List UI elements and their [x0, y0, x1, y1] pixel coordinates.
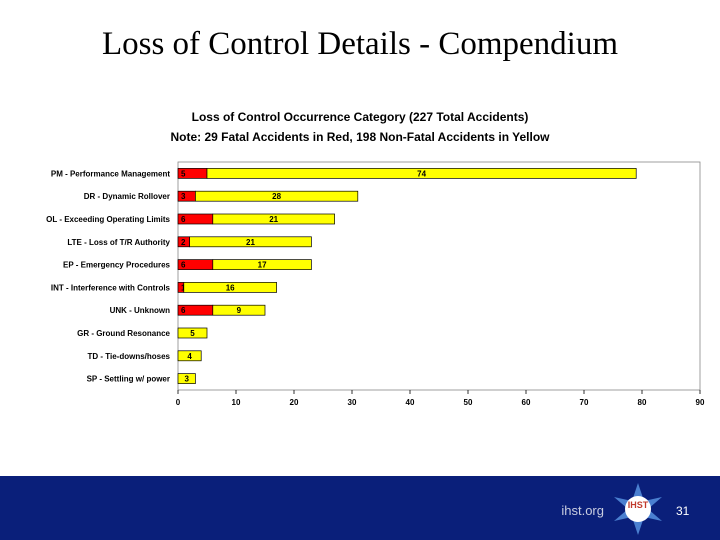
x-tick-label: 0: [176, 398, 181, 407]
x-tick-label: 50: [464, 398, 473, 407]
nonfatal-bar: [212, 304, 266, 316]
site-link[interactable]: ihst.org: [561, 503, 604, 518]
fatal-value-label: 6: [181, 261, 186, 270]
x-tick-label: 60: [522, 398, 531, 407]
nonfatal-bar: [177, 327, 208, 339]
nonfatal-value-label: 17: [258, 261, 267, 270]
category-label: PM - Performance Management: [51, 169, 170, 178]
nonfatal-value-label: 4: [187, 352, 192, 361]
fatal-value-label: 3: [181, 192, 186, 201]
fatal-value-label: 6: [181, 306, 186, 315]
footer-bar: ihst.org IHST 31: [0, 476, 720, 540]
category-label: SP - Settling w/ power: [87, 375, 170, 384]
nonfatal-bar: [206, 168, 637, 179]
chart: Loss of Control Occurrence Category (227…: [0, 100, 720, 420]
ihst-logo-icon: IHST: [614, 483, 662, 535]
category-label: INT - Interference with Controls: [51, 283, 171, 292]
nonfatal-bar: [183, 282, 277, 293]
nonfatal-value-label: 3: [184, 375, 189, 384]
category-label: LTE - Loss of T/R Authority: [67, 238, 170, 247]
nonfatal-bar: [177, 373, 196, 384]
nonfatal-value-label: 28: [272, 192, 281, 201]
chart-plot: 0 10 20 30 40 50 60 70 80 90 PM - Performance Mana…: [46, 161, 705, 407]
plot-frame: [177, 161, 701, 391]
x-tick-label: 20: [290, 398, 299, 407]
fatal-value-label: 5: [181, 169, 186, 178]
category-label: OL - Exceeding Operating Limits: [46, 215, 170, 224]
x-tick-label: 80: [638, 398, 647, 407]
fatal-value-label: 6: [181, 215, 186, 224]
nonfatal-value-label: 21: [246, 238, 255, 247]
chart-subtitle: Note: 29 Fatal Accidents in Red, 198 Non…: [170, 130, 550, 144]
category-label: DR - Dynamic Rollover: [84, 192, 170, 201]
fatal-value-label: 2: [181, 238, 186, 247]
x-tick-label: 40: [406, 398, 415, 407]
slide-title: Loss of Control Details - Compendium: [101, 26, 619, 62]
nonfatal-bar: [177, 350, 202, 362]
category-label: EP - Emergency Procedures: [63, 261, 171, 270]
category-label: TD - Tie-downs/hoses: [87, 352, 170, 361]
x-tick-label: 90: [696, 398, 705, 407]
x-tick-label: 70: [580, 398, 589, 407]
nonfatal-value-label: 21: [269, 215, 278, 224]
nonfatal-bar: [212, 213, 335, 225]
chart-title: Loss of Control Occurrence Category (227…: [191, 110, 529, 124]
x-tick-label: 30: [348, 398, 357, 407]
nonfatal-value-label: 5: [190, 329, 195, 338]
nonfatal-bar: [189, 236, 312, 248]
page-number: 31: [676, 504, 690, 518]
nonfatal-bar: [195, 190, 359, 202]
category-label: GR - Ground Resonance: [77, 329, 170, 338]
logo-text: IHST: [628, 500, 649, 510]
nonfatal-value-label: 16: [226, 283, 235, 292]
x-tick-label: 10: [232, 398, 241, 407]
nonfatal-bar: [212, 259, 312, 270]
nonfatal-value-label: 9: [237, 306, 242, 315]
nonfatal-value-label: 74: [417, 169, 426, 178]
category-label: UNK - Unknown: [110, 306, 171, 315]
